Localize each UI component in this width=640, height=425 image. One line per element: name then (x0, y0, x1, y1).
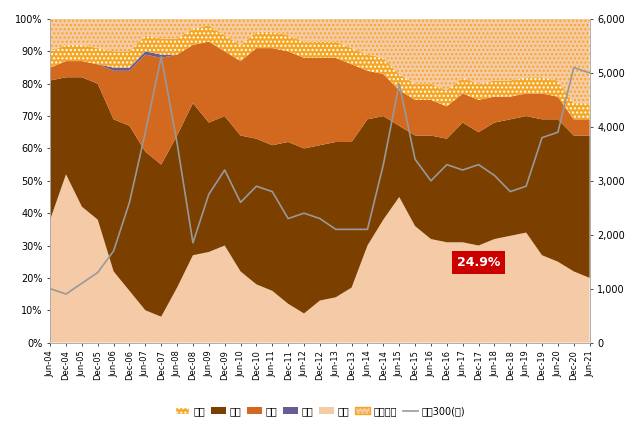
Text: 24.9%: 24.9% (457, 255, 500, 269)
Legend: 股票, 债券, 基金, 权证, 现金, 其他资产, 沪深300(右): 股票, 债券, 基金, 权证, 现金, 其他资产, 沪深300(右) (171, 402, 469, 420)
